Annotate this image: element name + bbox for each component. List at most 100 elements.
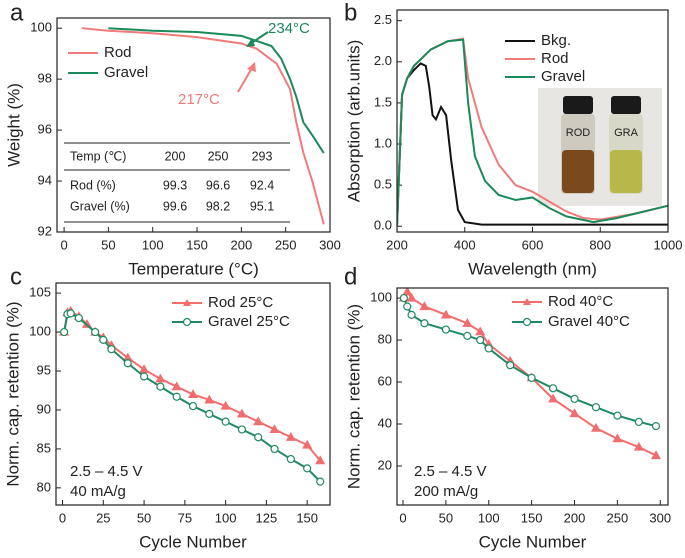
series-line xyxy=(81,27,325,225)
marker xyxy=(270,444,279,454)
table-header: 293 xyxy=(252,149,273,163)
y-tick-label: 0.0 xyxy=(374,218,392,233)
marker xyxy=(569,408,580,418)
y-tick-label: 80 xyxy=(37,479,51,494)
y-tick-label: 1.0 xyxy=(374,135,392,150)
series-line xyxy=(397,38,668,227)
marker xyxy=(60,327,69,337)
series-line xyxy=(402,297,657,428)
x-tick-label: 250 xyxy=(607,510,629,525)
marker xyxy=(475,326,486,336)
y-axis-label: Absorption (arb.units) xyxy=(344,40,363,203)
table-cell: Rod (%) xyxy=(70,178,116,192)
marker xyxy=(303,464,312,473)
table-cell: 99.6 xyxy=(163,199,187,213)
legend-label: Bkg. xyxy=(541,32,571,49)
legend-label: Rod 40°C xyxy=(548,293,613,310)
series-line xyxy=(402,289,657,457)
table-header: 200 xyxy=(165,149,186,163)
x-tick-label: 1000 xyxy=(654,237,683,252)
arrowhead xyxy=(247,62,256,72)
y-tick-label: 94 xyxy=(38,172,52,187)
marker xyxy=(139,372,149,381)
marker xyxy=(634,417,643,426)
marker xyxy=(285,432,296,441)
plot-frame xyxy=(396,9,669,233)
x-tick-label: 150 xyxy=(521,510,543,525)
annotation: GRA xyxy=(614,127,639,139)
x-axis-label: Wavelength (nm) xyxy=(468,259,597,278)
marker xyxy=(236,408,247,418)
annotation: 40 mA/g xyxy=(70,483,126,500)
photo-background xyxy=(538,88,662,206)
x-tick-label: 800 xyxy=(589,237,611,252)
annotation: 217°C xyxy=(178,91,220,108)
x-tick-label: 75 xyxy=(178,510,192,525)
marker xyxy=(237,425,247,434)
marker xyxy=(403,302,412,311)
x-tick-label: 50 xyxy=(439,510,453,525)
table-cell: Gravel (%) xyxy=(70,199,130,213)
plot-frame xyxy=(55,282,331,506)
marker xyxy=(570,394,579,403)
marker xyxy=(253,416,264,426)
y-tick-label: 105 xyxy=(29,285,51,300)
x-tick-label: 0 xyxy=(399,510,406,525)
y-tick-label: 90 xyxy=(37,401,51,416)
marker xyxy=(420,319,429,328)
legend-marker xyxy=(522,317,532,327)
x-tick-label: 25 xyxy=(96,510,110,525)
marker xyxy=(286,454,295,464)
marker xyxy=(316,477,325,486)
marker xyxy=(463,331,472,340)
x-tick-label: 0 xyxy=(59,510,66,525)
marker xyxy=(441,325,450,334)
y-tick-label: 0.5 xyxy=(374,177,392,192)
marker xyxy=(123,359,132,368)
marker xyxy=(269,424,280,434)
marker xyxy=(590,422,601,432)
legend-label: Rod xyxy=(541,50,569,67)
annotation: 200 mA/g xyxy=(414,483,478,500)
legend-label: Gravel 25°C xyxy=(208,313,290,330)
vial-liquid xyxy=(562,150,594,193)
annotation: 234°C xyxy=(268,20,310,37)
y-tick-label: 2.5 xyxy=(374,12,392,27)
x-tick-label: 200 xyxy=(564,510,586,525)
x-tick-label: 0 xyxy=(60,237,67,252)
y-tick-label: 100 xyxy=(29,324,51,339)
table-header: 250 xyxy=(208,149,229,163)
marker xyxy=(650,450,662,460)
table-cell: 98.2 xyxy=(206,199,230,213)
marker xyxy=(633,441,644,451)
plot-area xyxy=(397,37,668,227)
marker xyxy=(205,409,214,418)
marker xyxy=(419,301,430,311)
plot-frame xyxy=(396,287,669,506)
x-tick-label: 50 xyxy=(101,237,115,252)
y-tick-label: 92 xyxy=(38,223,52,238)
x-tick-label: 400 xyxy=(454,237,476,252)
panel-label: b xyxy=(344,0,357,26)
marker xyxy=(315,455,326,465)
marker xyxy=(155,373,166,383)
marker xyxy=(440,309,451,319)
plot-area xyxy=(398,288,662,460)
marker xyxy=(204,394,215,404)
marker xyxy=(107,345,116,354)
marker xyxy=(187,389,199,398)
y-tick-label: 95 xyxy=(37,362,51,377)
x-axis-label: Cycle Number xyxy=(479,532,587,551)
table-cell: 99.3 xyxy=(163,178,187,192)
series-line xyxy=(108,27,325,154)
legend-marker xyxy=(183,299,191,306)
x-tick-label: 100 xyxy=(142,237,164,252)
y-tick-label: 100 xyxy=(370,290,392,305)
x-tick-label: 100 xyxy=(215,510,237,525)
y-tick-label: 80 xyxy=(378,331,392,346)
y-tick-label: 2.0 xyxy=(374,53,392,68)
marker xyxy=(171,381,182,391)
vial-liquid xyxy=(610,150,642,193)
x-tick-label: 200 xyxy=(231,237,253,252)
x-axis-label: Temperature (°C) xyxy=(128,259,259,278)
